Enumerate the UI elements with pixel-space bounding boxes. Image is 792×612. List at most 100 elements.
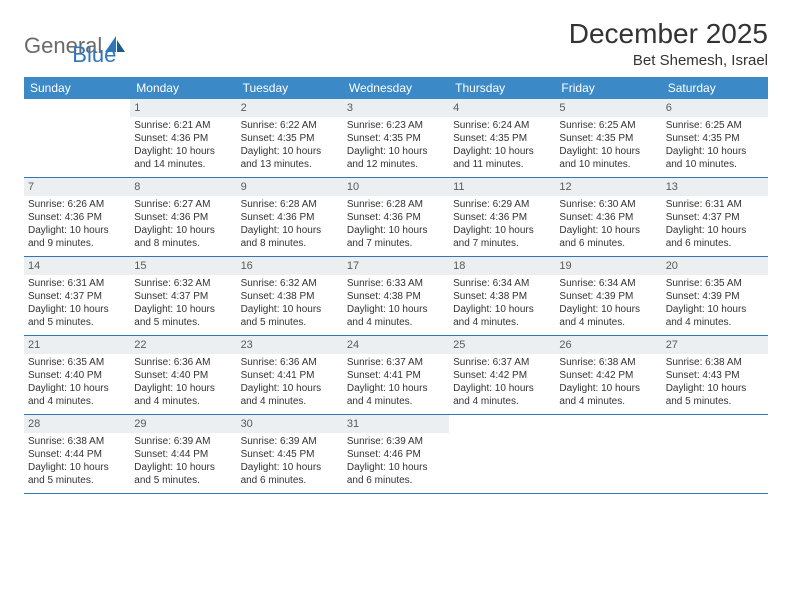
sunrise-text: Sunrise: 6:32 AM [241, 277, 339, 290]
daylight-text: and 6 minutes. [347, 474, 445, 487]
sunset-text: Sunset: 4:36 PM [134, 211, 232, 224]
sunrise-text: Sunrise: 6:38 AM [666, 356, 764, 369]
sunrise-text: Sunrise: 6:27 AM [134, 198, 232, 211]
daylight-text: Daylight: 10 hours [559, 303, 657, 316]
daylight-text: Daylight: 10 hours [134, 145, 232, 158]
daylight-text: and 4 minutes. [241, 395, 339, 408]
sunrise-text: Sunrise: 6:35 AM [666, 277, 764, 290]
week-row: 28Sunrise: 6:38 AMSunset: 4:44 PMDayligh… [24, 415, 768, 494]
daylight-text: Daylight: 10 hours [134, 382, 232, 395]
day-cell: 19Sunrise: 6:34 AMSunset: 4:39 PMDayligh… [555, 257, 661, 335]
daylight-text: and 4 minutes. [453, 316, 551, 329]
day-cell: 2Sunrise: 6:22 AMSunset: 4:35 PMDaylight… [237, 99, 343, 177]
day-number: 27 [662, 336, 768, 354]
daylight-text: and 13 minutes. [241, 158, 339, 171]
daylight-text: Daylight: 10 hours [28, 461, 126, 474]
day-cell: 5Sunrise: 6:25 AMSunset: 4:35 PMDaylight… [555, 99, 661, 177]
sunset-text: Sunset: 4:37 PM [666, 211, 764, 224]
day-cell: 20Sunrise: 6:35 AMSunset: 4:39 PMDayligh… [662, 257, 768, 335]
day-number: 8 [130, 178, 236, 196]
daylight-text: Daylight: 10 hours [134, 461, 232, 474]
day-number: 22 [130, 336, 236, 354]
daylight-text: and 4 minutes. [666, 316, 764, 329]
day-number: 28 [24, 415, 130, 433]
daylight-text: and 5 minutes. [134, 474, 232, 487]
day-number: 14 [24, 257, 130, 275]
week-row: 1Sunrise: 6:21 AMSunset: 4:36 PMDaylight… [24, 99, 768, 178]
day-cell: 27Sunrise: 6:38 AMSunset: 4:43 PMDayligh… [662, 336, 768, 414]
sunrise-text: Sunrise: 6:30 AM [559, 198, 657, 211]
sunrise-text: Sunrise: 6:22 AM [241, 119, 339, 132]
day-cell [555, 415, 661, 493]
weekday-mon: Monday [130, 77, 236, 99]
daylight-text: and 4 minutes. [134, 395, 232, 408]
day-number: 15 [130, 257, 236, 275]
day-number: 10 [343, 178, 449, 196]
sunset-text: Sunset: 4:38 PM [241, 290, 339, 303]
day-cell: 3Sunrise: 6:23 AMSunset: 4:35 PMDaylight… [343, 99, 449, 177]
day-cell: 31Sunrise: 6:39 AMSunset: 4:46 PMDayligh… [343, 415, 449, 493]
daylight-text: and 4 minutes. [453, 395, 551, 408]
sunset-text: Sunset: 4:42 PM [559, 369, 657, 382]
weekday-sun: Sunday [24, 77, 130, 99]
daylight-text: and 6 minutes. [559, 237, 657, 250]
sunset-text: Sunset: 4:42 PM [453, 369, 551, 382]
day-cell: 14Sunrise: 6:31 AMSunset: 4:37 PMDayligh… [24, 257, 130, 335]
weekday-wed: Wednesday [343, 77, 449, 99]
sunset-text: Sunset: 4:36 PM [347, 211, 445, 224]
sunset-text: Sunset: 4:41 PM [241, 369, 339, 382]
daylight-text: and 5 minutes. [241, 316, 339, 329]
sunset-text: Sunset: 4:36 PM [559, 211, 657, 224]
sunrise-text: Sunrise: 6:29 AM [453, 198, 551, 211]
sunset-text: Sunset: 4:45 PM [241, 448, 339, 461]
sunrise-text: Sunrise: 6:37 AM [347, 356, 445, 369]
sunset-text: Sunset: 4:43 PM [666, 369, 764, 382]
daylight-text: Daylight: 10 hours [134, 224, 232, 237]
day-cell: 8 Sunrise: 6:27 AMSunset: 4:36 PMDaylight… [130, 178, 236, 256]
month-title: December 2025 [569, 18, 768, 50]
daylight-text: Daylight: 10 hours [666, 303, 764, 316]
day-cell: 17Sunrise: 6:33 AMSunset: 4:38 PMDayligh… [343, 257, 449, 335]
sunrise-text: Sunrise: 6:38 AM [559, 356, 657, 369]
day-cell: 6Sunrise: 6:25 AMSunset: 4:35 PMDaylight… [662, 99, 768, 177]
daylight-text: Daylight: 10 hours [241, 461, 339, 474]
day-cell: 30Sunrise: 6:39 AMSunset: 4:45 PMDayligh… [237, 415, 343, 493]
sunrise-text: Sunrise: 6:21 AM [134, 119, 232, 132]
sunrise-text: Sunrise: 6:26 AM [28, 198, 126, 211]
sunset-text: Sunset: 4:35 PM [347, 132, 445, 145]
daylight-text: and 10 minutes. [559, 158, 657, 171]
daylight-text: Daylight: 10 hours [241, 145, 339, 158]
daylight-text: and 4 minutes. [347, 395, 445, 408]
weekday-tue: Tuesday [237, 77, 343, 99]
daylight-text: Daylight: 10 hours [453, 145, 551, 158]
day-cell: 25Sunrise: 6:37 AMSunset: 4:42 PMDayligh… [449, 336, 555, 414]
day-number: 4 [449, 99, 555, 117]
sunrise-text: Sunrise: 6:28 AM [347, 198, 445, 211]
sunset-text: Sunset: 4:39 PM [666, 290, 764, 303]
day-cell: 10Sunrise: 6:28 AMSunset: 4:36 PMDayligh… [343, 178, 449, 256]
daylight-text: Daylight: 10 hours [666, 145, 764, 158]
day-cell [662, 415, 768, 493]
location: Bet Shemesh, Israel [569, 52, 768, 69]
daylight-text: and 5 minutes. [134, 316, 232, 329]
sunrise-text: Sunrise: 6:32 AM [134, 277, 232, 290]
day-cell: 29Sunrise: 6:39 AMSunset: 4:44 PMDayligh… [130, 415, 236, 493]
daylight-text: Daylight: 10 hours [453, 224, 551, 237]
day-cell: 28Sunrise: 6:38 AMSunset: 4:44 PMDayligh… [24, 415, 130, 493]
day-number: 1 [130, 99, 236, 117]
daylight-text: and 14 minutes. [134, 158, 232, 171]
daylight-text: and 12 minutes. [347, 158, 445, 171]
day-cell [24, 99, 130, 177]
day-cell: 15Sunrise: 6:32 AMSunset: 4:37 PMDayligh… [130, 257, 236, 335]
daylight-text: Daylight: 10 hours [559, 224, 657, 237]
day-cell: 11Sunrise: 6:29 AMSunset: 4:36 PMDayligh… [449, 178, 555, 256]
sunrise-text: Sunrise: 6:28 AM [241, 198, 339, 211]
sunset-text: Sunset: 4:36 PM [453, 211, 551, 224]
day-cell: 26Sunrise: 6:38 AMSunset: 4:42 PMDayligh… [555, 336, 661, 414]
day-number: 18 [449, 257, 555, 275]
daylight-text: and 7 minutes. [453, 237, 551, 250]
logo-text-blue: Blue [72, 42, 116, 68]
week-row: 7Sunrise: 6:26 AMSunset: 4:36 PMDaylight… [24, 178, 768, 257]
daylight-text: and 8 minutes. [134, 237, 232, 250]
day-number: 7 [24, 178, 130, 196]
